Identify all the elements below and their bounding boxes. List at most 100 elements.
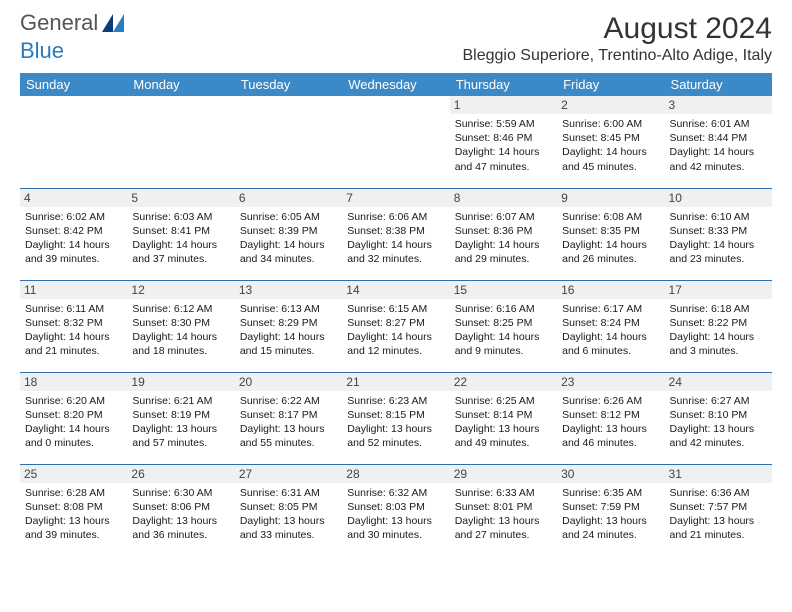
weekday-header: Monday (127, 73, 234, 96)
daylight-line: Daylight: 14 hours and 45 minutes. (562, 145, 659, 173)
calendar-week: 11Sunrise: 6:11 AMSunset: 8:32 PMDayligh… (20, 280, 772, 372)
title-block: August 2024 Bleggio Superiore, Trentino-… (462, 12, 772, 65)
brand-part2: Blue (20, 38, 64, 63)
sunrise-line: Sunrise: 6:02 AM (25, 210, 122, 224)
day-number: 28 (342, 465, 449, 483)
daylight-line: Daylight: 14 hours and 26 minutes. (562, 238, 659, 266)
daylight-line: Daylight: 13 hours and 57 minutes. (132, 422, 229, 450)
day-number: 4 (20, 189, 127, 207)
sunrise-line: Sunrise: 6:01 AM (670, 117, 767, 131)
daylight-line: Daylight: 14 hours and 21 minutes. (25, 330, 122, 358)
day-info: Sunrise: 6:05 AMSunset: 8:39 PMDaylight:… (240, 210, 337, 267)
calendar-week: 1Sunrise: 5:59 AMSunset: 8:46 PMDaylight… (20, 96, 772, 188)
calendar-day: 31Sunrise: 6:36 AMSunset: 7:57 PMDayligh… (665, 464, 772, 556)
daylight-line: Daylight: 14 hours and 47 minutes. (455, 145, 552, 173)
day-info: Sunrise: 6:15 AMSunset: 8:27 PMDaylight:… (347, 302, 444, 359)
day-info: Sunrise: 6:30 AMSunset: 8:06 PMDaylight:… (132, 486, 229, 543)
day-info: Sunrise: 6:32 AMSunset: 8:03 PMDaylight:… (347, 486, 444, 543)
calendar-week: 4Sunrise: 6:02 AMSunset: 8:42 PMDaylight… (20, 188, 772, 280)
day-info: Sunrise: 6:33 AMSunset: 8:01 PMDaylight:… (455, 486, 552, 543)
sunset-line: Sunset: 8:45 PM (562, 131, 659, 145)
header: General August 2024 Bleggio Superiore, T… (20, 12, 772, 65)
sunrise-line: Sunrise: 6:31 AM (240, 486, 337, 500)
day-number: 8 (450, 189, 557, 207)
calendar-day: 30Sunrise: 6:35 AMSunset: 7:59 PMDayligh… (557, 464, 664, 556)
calendar-day: 18Sunrise: 6:20 AMSunset: 8:20 PMDayligh… (20, 372, 127, 464)
sunset-line: Sunset: 7:59 PM (562, 500, 659, 514)
sunset-line: Sunset: 8:36 PM (455, 224, 552, 238)
sunset-line: Sunset: 8:25 PM (455, 316, 552, 330)
calendar-day (20, 96, 127, 188)
daylight-line: Daylight: 13 hours and 33 minutes. (240, 514, 337, 542)
sunset-line: Sunset: 8:22 PM (670, 316, 767, 330)
daylight-line: Daylight: 13 hours and 49 minutes. (455, 422, 552, 450)
sunrise-line: Sunrise: 6:11 AM (25, 302, 122, 316)
daylight-line: Daylight: 13 hours and 39 minutes. (25, 514, 122, 542)
sunset-line: Sunset: 8:29 PM (240, 316, 337, 330)
calendar-day: 9Sunrise: 6:08 AMSunset: 8:35 PMDaylight… (557, 188, 664, 280)
sunrise-line: Sunrise: 6:26 AM (562, 394, 659, 408)
day-number: 23 (557, 373, 664, 391)
day-number: 11 (20, 281, 127, 299)
sunset-line: Sunset: 8:08 PM (25, 500, 122, 514)
sunset-line: Sunset: 8:24 PM (562, 316, 659, 330)
calendar-table: SundayMondayTuesdayWednesdayThursdayFrid… (20, 73, 772, 556)
day-number: 21 (342, 373, 449, 391)
sunrise-line: Sunrise: 6:10 AM (670, 210, 767, 224)
calendar-day: 6Sunrise: 6:05 AMSunset: 8:39 PMDaylight… (235, 188, 342, 280)
day-number: 5 (127, 189, 234, 207)
day-info: Sunrise: 6:02 AMSunset: 8:42 PMDaylight:… (25, 210, 122, 267)
day-number: 3 (665, 96, 772, 114)
sunset-line: Sunset: 8:15 PM (347, 408, 444, 422)
day-info: Sunrise: 6:28 AMSunset: 8:08 PMDaylight:… (25, 486, 122, 543)
calendar-day: 27Sunrise: 6:31 AMSunset: 8:05 PMDayligh… (235, 464, 342, 556)
calendar-day: 1Sunrise: 5:59 AMSunset: 8:46 PMDaylight… (450, 96, 557, 188)
daylight-line: Daylight: 14 hours and 18 minutes. (132, 330, 229, 358)
sunrise-line: Sunrise: 6:33 AM (455, 486, 552, 500)
day-number: 26 (127, 465, 234, 483)
sunrise-line: Sunrise: 6:30 AM (132, 486, 229, 500)
weekday-header: Thursday (450, 73, 557, 96)
sunset-line: Sunset: 8:27 PM (347, 316, 444, 330)
calendar-day: 20Sunrise: 6:22 AMSunset: 8:17 PMDayligh… (235, 372, 342, 464)
weekday-header: Wednesday (342, 73, 449, 96)
daylight-line: Daylight: 13 hours and 21 minutes. (670, 514, 767, 542)
day-number: 15 (450, 281, 557, 299)
sunrise-line: Sunrise: 6:12 AM (132, 302, 229, 316)
sunset-line: Sunset: 8:32 PM (25, 316, 122, 330)
location: Bleggio Superiore, Trentino-Alto Adige, … (462, 47, 772, 65)
day-number: 14 (342, 281, 449, 299)
day-info: Sunrise: 6:21 AMSunset: 8:19 PMDaylight:… (132, 394, 229, 451)
day-info: Sunrise: 6:10 AMSunset: 8:33 PMDaylight:… (670, 210, 767, 267)
sunset-line: Sunset: 8:03 PM (347, 500, 444, 514)
day-info: Sunrise: 6:20 AMSunset: 8:20 PMDaylight:… (25, 394, 122, 451)
brand-part1: General (20, 12, 98, 34)
daylight-line: Daylight: 14 hours and 9 minutes. (455, 330, 552, 358)
calendar-day: 21Sunrise: 6:23 AMSunset: 8:15 PMDayligh… (342, 372, 449, 464)
day-number: 7 (342, 189, 449, 207)
calendar-day: 17Sunrise: 6:18 AMSunset: 8:22 PMDayligh… (665, 280, 772, 372)
day-info: Sunrise: 6:08 AMSunset: 8:35 PMDaylight:… (562, 210, 659, 267)
day-info: Sunrise: 6:35 AMSunset: 7:59 PMDaylight:… (562, 486, 659, 543)
sunset-line: Sunset: 8:42 PM (25, 224, 122, 238)
daylight-line: Daylight: 14 hours and 12 minutes. (347, 330, 444, 358)
sunrise-line: Sunrise: 6:00 AM (562, 117, 659, 131)
daylight-line: Daylight: 14 hours and 3 minutes. (670, 330, 767, 358)
sunrise-line: Sunrise: 6:28 AM (25, 486, 122, 500)
sunset-line: Sunset: 8:17 PM (240, 408, 337, 422)
weekday-header: Friday (557, 73, 664, 96)
month-title: August 2024 (462, 12, 772, 45)
calendar-week: 18Sunrise: 6:20 AMSunset: 8:20 PMDayligh… (20, 372, 772, 464)
day-number: 10 (665, 189, 772, 207)
sunset-line: Sunset: 8:01 PM (455, 500, 552, 514)
day-number: 13 (235, 281, 342, 299)
day-number: 16 (557, 281, 664, 299)
calendar-day: 22Sunrise: 6:25 AMSunset: 8:14 PMDayligh… (450, 372, 557, 464)
day-info: Sunrise: 6:16 AMSunset: 8:25 PMDaylight:… (455, 302, 552, 359)
day-info: Sunrise: 6:01 AMSunset: 8:44 PMDaylight:… (670, 117, 767, 174)
day-info: Sunrise: 6:06 AMSunset: 8:38 PMDaylight:… (347, 210, 444, 267)
sunset-line: Sunset: 7:57 PM (670, 500, 767, 514)
sunrise-line: Sunrise: 6:17 AM (562, 302, 659, 316)
sunset-line: Sunset: 8:30 PM (132, 316, 229, 330)
daylight-line: Daylight: 14 hours and 6 minutes. (562, 330, 659, 358)
